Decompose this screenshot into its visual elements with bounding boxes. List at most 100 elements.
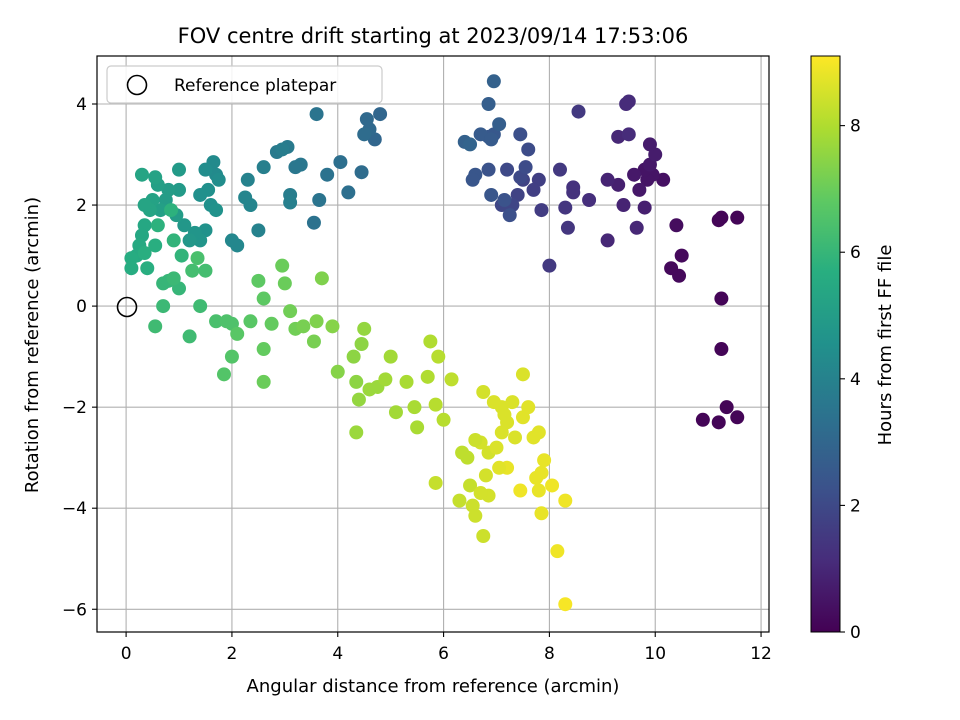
scatter-point xyxy=(444,372,459,387)
scatter-point xyxy=(193,299,208,314)
scatter-point xyxy=(349,374,364,389)
scatter-point xyxy=(518,160,533,175)
y-tick-label: 4 xyxy=(76,95,87,115)
scatter-point xyxy=(558,200,573,215)
x-tick-label: 0 xyxy=(121,644,132,664)
scatter-point xyxy=(627,167,642,182)
scatter-point xyxy=(534,506,549,521)
scatter-point xyxy=(669,218,684,233)
scatter-point xyxy=(314,271,329,286)
scatter-point xyxy=(476,529,491,543)
scatter-point xyxy=(388,405,403,420)
scatter-point xyxy=(306,334,321,349)
scatter-point xyxy=(150,218,165,233)
scatter-point xyxy=(695,412,710,427)
scatter-point xyxy=(354,165,369,180)
scatter-point xyxy=(714,291,729,306)
scatter-point xyxy=(140,261,155,276)
scatter-point xyxy=(468,433,483,447)
scatter-point xyxy=(238,190,253,205)
scatter-point xyxy=(473,127,488,142)
scatter-point xyxy=(256,374,271,389)
scatter-point xyxy=(264,316,279,331)
scatter-point xyxy=(637,200,652,215)
scatter-point xyxy=(378,372,393,387)
scatter-point xyxy=(137,246,152,261)
scatter-point xyxy=(182,233,197,248)
scatter-point xyxy=(502,208,517,223)
scatter-point xyxy=(711,415,726,430)
scatter-point xyxy=(124,261,139,276)
scatter-point xyxy=(515,367,530,382)
scatter-point xyxy=(465,172,480,187)
scatter-point xyxy=(251,273,266,288)
scatter-point xyxy=(216,367,231,382)
scatter-point xyxy=(349,425,364,440)
legend-box xyxy=(106,65,383,104)
scatter-point xyxy=(198,162,213,177)
colorbar-gradient xyxy=(810,55,841,633)
scatter-point xyxy=(621,127,636,142)
scatter-point xyxy=(476,385,491,399)
scatter-point xyxy=(410,420,425,435)
scatter-point xyxy=(428,397,443,412)
scatter-point xyxy=(542,258,557,273)
scatter-point xyxy=(521,142,536,157)
scatter-point xyxy=(240,172,255,187)
scatter-point xyxy=(600,233,615,248)
scatter-point xyxy=(357,127,372,142)
scatter-point xyxy=(484,132,499,147)
colorbar-tick-label: 6 xyxy=(850,243,861,263)
scatter-point xyxy=(211,172,226,187)
scatter-point xyxy=(166,233,181,248)
legend: Reference platepar xyxy=(106,65,383,104)
scatter-point xyxy=(306,215,321,230)
scatter-point xyxy=(309,314,324,329)
legend-label: Reference platepar xyxy=(174,76,336,96)
plot-frame xyxy=(96,55,770,633)
scatter-point xyxy=(320,167,335,182)
scatter-point xyxy=(156,299,171,314)
scatter-point xyxy=(312,193,327,207)
scatter-point xyxy=(283,195,298,210)
scatter-point xyxy=(373,107,388,122)
x-tick-label: 12 xyxy=(750,644,772,664)
scatter-point xyxy=(714,342,729,357)
scatter-point xyxy=(481,162,496,177)
scatter-point xyxy=(452,493,467,508)
scatter-point xyxy=(497,407,512,422)
scatter-point xyxy=(174,248,189,263)
scatter-point xyxy=(148,170,163,185)
x-axis-label: Angular distance from reference (arcmin) xyxy=(247,676,620,697)
scatter-point xyxy=(492,460,507,475)
scatter-point xyxy=(166,271,181,286)
scatter-point xyxy=(531,425,546,440)
y-axis-label: Rotation from reference (arcmin) xyxy=(22,197,43,493)
scatter-point xyxy=(550,544,565,559)
scatter-point xyxy=(277,276,292,291)
y-tick-label: −2 xyxy=(62,398,87,418)
scatter-point xyxy=(632,182,647,197)
scatter-point xyxy=(531,483,546,498)
scatter-point xyxy=(481,97,496,111)
scatter-point xyxy=(230,326,245,341)
data-points xyxy=(124,74,745,612)
scatter-point xyxy=(642,137,657,152)
scatter-point xyxy=(497,193,512,207)
scatter-point xyxy=(492,117,507,132)
scatter-point xyxy=(513,483,528,498)
scatter-point xyxy=(463,137,478,152)
chart-title: FOV centre drift starting at 2023/09/14 … xyxy=(178,24,689,48)
scatter-point xyxy=(224,349,239,364)
scatter-point xyxy=(711,213,726,228)
legend-marker xyxy=(126,74,148,96)
scatter-point xyxy=(463,478,478,493)
scatter-point xyxy=(275,142,290,157)
scatter-point xyxy=(656,172,671,187)
scatter-point xyxy=(209,314,224,329)
y-tick-label: −4 xyxy=(62,499,87,519)
scatter-point xyxy=(621,94,636,109)
scatter-point xyxy=(534,203,549,218)
x-tick-label: 2 xyxy=(227,644,238,664)
scatter-point xyxy=(489,440,504,455)
